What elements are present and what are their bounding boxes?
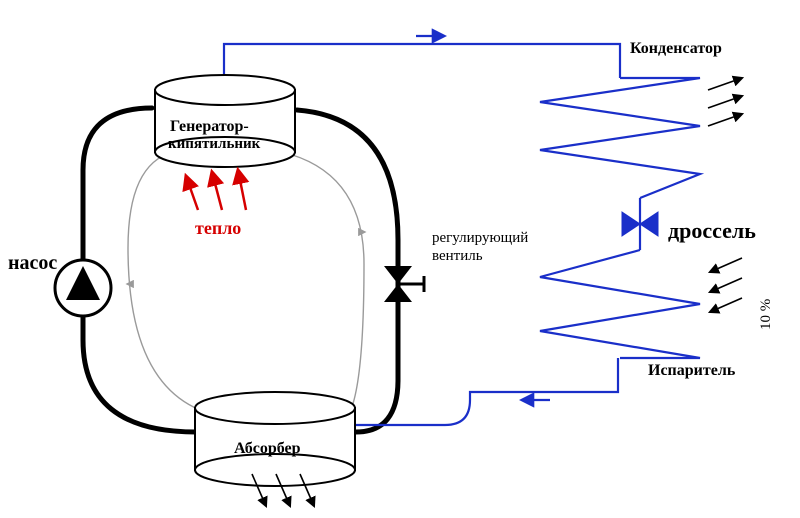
heat-arrow xyxy=(212,172,222,210)
condenser-coil xyxy=(540,78,700,198)
label-throttle: дроссель xyxy=(668,218,756,244)
label-reg1: регулирующий xyxy=(432,230,528,247)
inner-circulation xyxy=(128,152,364,412)
heat-arrow xyxy=(186,176,198,210)
heat-out-arrow xyxy=(708,78,742,90)
heat-in-arrow xyxy=(710,258,742,272)
label-reg2: вентиль xyxy=(432,248,483,265)
label-generator1: Генератор- xyxy=(170,118,249,136)
evaporator-coil xyxy=(540,250,700,358)
heat-out-arrow xyxy=(708,96,742,108)
label-generator2: кипятильник xyxy=(168,136,260,153)
regulating-valve xyxy=(384,266,424,302)
pump xyxy=(55,260,111,316)
label-pump: насос xyxy=(8,252,57,275)
heat-in-arrow xyxy=(710,278,742,292)
label-ten_pct: 10 % xyxy=(758,299,775,330)
label-absorber: Абсорбер xyxy=(234,440,301,458)
label-evaporator: Испаритель xyxy=(648,362,735,380)
heat-in-arrow xyxy=(710,298,742,312)
absorber xyxy=(195,392,355,486)
label-condenser: Конденсатор xyxy=(630,40,722,58)
label-heat: тепло xyxy=(195,218,241,239)
heat-out-arrow xyxy=(708,114,742,126)
heat-arrow xyxy=(238,170,246,210)
liquid-line-from-evaporator xyxy=(354,358,618,425)
absorption-cycle-diagram xyxy=(0,0,800,518)
